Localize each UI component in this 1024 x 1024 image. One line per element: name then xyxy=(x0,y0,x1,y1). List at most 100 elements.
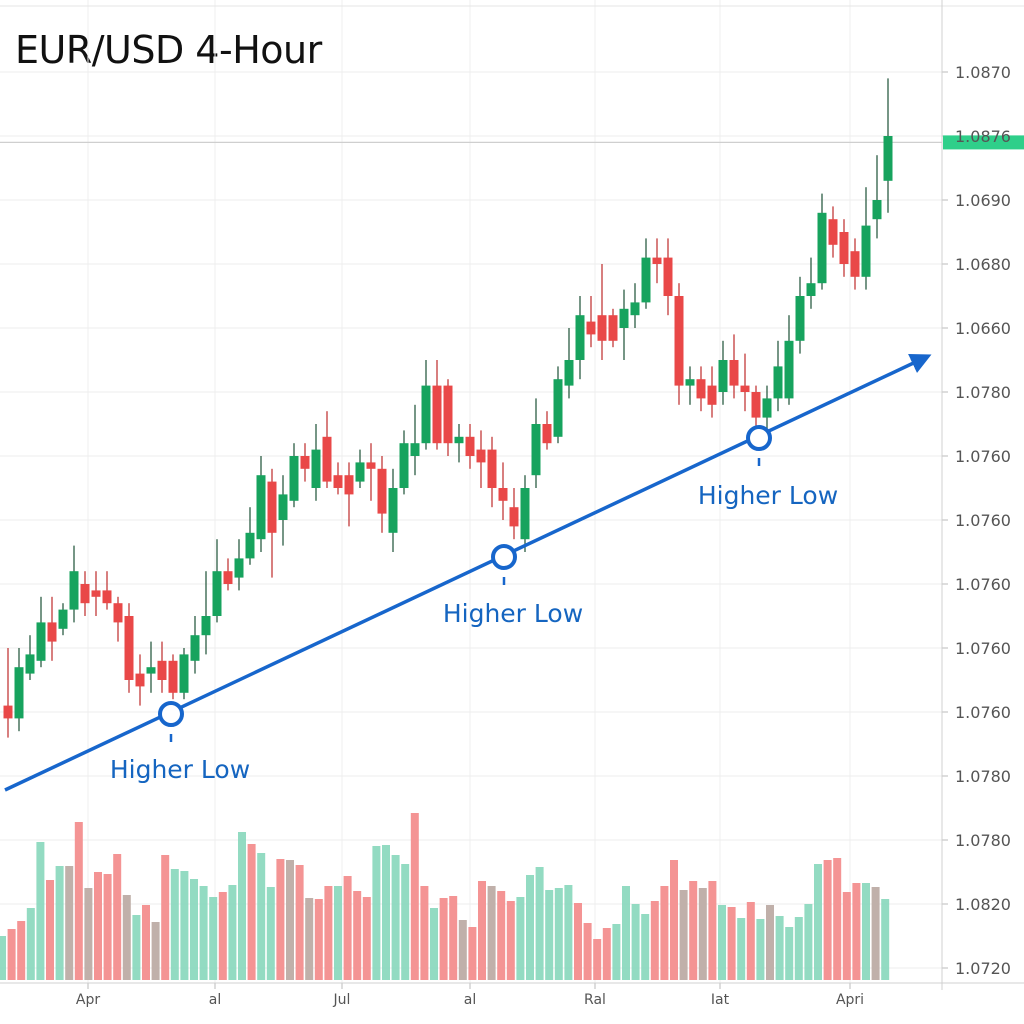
candle-bullish xyxy=(399,443,409,488)
volume-bar xyxy=(622,886,630,980)
y-tick-label: 1.0780 xyxy=(955,383,1011,402)
volume-bar xyxy=(314,899,323,980)
candle-bullish xyxy=(256,475,266,540)
candle-bearish xyxy=(91,590,101,597)
candle-bearish xyxy=(707,385,717,405)
x-tick-label: al xyxy=(209,992,221,1008)
candle-bullish xyxy=(201,616,211,636)
candle-bearish xyxy=(300,456,310,469)
y-tick-label: 1.0780 xyxy=(955,831,1011,850)
volume-bar xyxy=(574,903,582,980)
volume-bar xyxy=(766,905,774,980)
volume-bar xyxy=(122,895,131,980)
candle-bullish xyxy=(355,462,365,482)
higher-low-label: Higher Low xyxy=(443,599,583,628)
candle-bearish xyxy=(476,449,486,463)
y-tick-label: 1.0870 xyxy=(955,63,1011,82)
candle-bullish xyxy=(388,488,398,533)
volume-bar xyxy=(631,904,640,980)
candle-bullish xyxy=(619,308,629,328)
volume-bar xyxy=(343,876,352,980)
volume-bar xyxy=(180,871,189,980)
y-tick-label: 1.0760 xyxy=(955,447,1011,466)
volume-bar xyxy=(660,886,669,980)
volume-bar xyxy=(545,890,554,980)
volume-bar xyxy=(161,855,170,980)
candle-bearish xyxy=(443,385,453,444)
volume-bar xyxy=(170,869,179,980)
volume-bar xyxy=(526,875,534,980)
candle-bullish xyxy=(806,283,816,296)
y-tick-label: 1.0760 xyxy=(955,703,1011,722)
y-tick-label: 1.0820 xyxy=(955,895,1011,914)
candle-bullish xyxy=(641,257,651,303)
volume-bar xyxy=(401,864,410,980)
x-tick-label: Iat xyxy=(711,992,730,1008)
candle-bearish xyxy=(696,379,706,399)
candle-bearish xyxy=(47,622,57,642)
candle-bullish xyxy=(883,136,893,181)
candle-bullish xyxy=(454,436,464,444)
candle-bearish xyxy=(124,616,134,680)
volume-bar xyxy=(516,897,525,980)
volume-bar xyxy=(142,905,150,980)
x-tick-label: Ral xyxy=(584,992,606,1008)
candle-bullish xyxy=(25,654,35,674)
volume-bar xyxy=(881,899,890,980)
candle-bearish xyxy=(652,257,662,264)
volume-bar xyxy=(7,929,16,980)
volume-bar xyxy=(94,872,102,980)
candle-bullish xyxy=(421,385,431,444)
volume-bar xyxy=(506,901,515,980)
volume-bar xyxy=(103,874,112,980)
higher-low-marker xyxy=(491,544,517,570)
candle-bearish xyxy=(751,392,761,418)
candle-bullish xyxy=(630,302,640,316)
candle-bullish xyxy=(69,571,79,610)
candle-bullish xyxy=(784,340,794,399)
candle-bullish xyxy=(861,225,871,277)
candle-bullish xyxy=(575,315,585,360)
candle-bearish xyxy=(322,436,332,482)
higher-low-marker xyxy=(746,425,772,451)
volume-bar xyxy=(554,888,563,980)
volume-bar xyxy=(199,886,208,980)
volume-bar xyxy=(0,936,6,980)
volume-bar xyxy=(286,860,294,980)
volume-bar xyxy=(353,891,362,980)
candle-bullish xyxy=(762,398,772,418)
volume-bar xyxy=(718,905,726,980)
volume-bar xyxy=(689,881,698,980)
volume-bar xyxy=(833,858,842,980)
x-tick-label: al xyxy=(464,992,476,1008)
volume-bar xyxy=(785,927,794,980)
candle-bullish xyxy=(410,443,420,456)
candle-bullish xyxy=(553,379,563,437)
volume-bar xyxy=(478,881,486,980)
candle-bullish xyxy=(179,654,189,693)
volume-bar xyxy=(737,918,746,980)
volume-bar xyxy=(65,866,74,980)
volume-bar xyxy=(391,855,400,980)
volume-bar xyxy=(151,922,160,980)
candle-bullish xyxy=(311,449,321,488)
candle-bearish xyxy=(839,232,849,264)
candle-bearish xyxy=(729,360,739,386)
candle-bullish xyxy=(289,456,299,501)
volume-bar xyxy=(497,891,506,980)
volume-bar xyxy=(602,928,611,980)
candle-bullish xyxy=(212,571,222,616)
higher-low-label: Higher Low xyxy=(110,755,250,784)
candle-bearish xyxy=(344,475,354,495)
candle-bearish xyxy=(168,660,178,693)
volume-bar xyxy=(209,897,218,980)
volume-bar xyxy=(382,845,390,980)
volume-bar xyxy=(593,939,602,980)
candle-bullish xyxy=(872,200,882,220)
chart-title: EUR/USD 4-Hour xyxy=(15,28,322,72)
volume-bar xyxy=(324,886,333,980)
candle-bearish xyxy=(80,584,90,604)
candle-bearish xyxy=(267,481,277,533)
volume-bar xyxy=(420,886,429,980)
